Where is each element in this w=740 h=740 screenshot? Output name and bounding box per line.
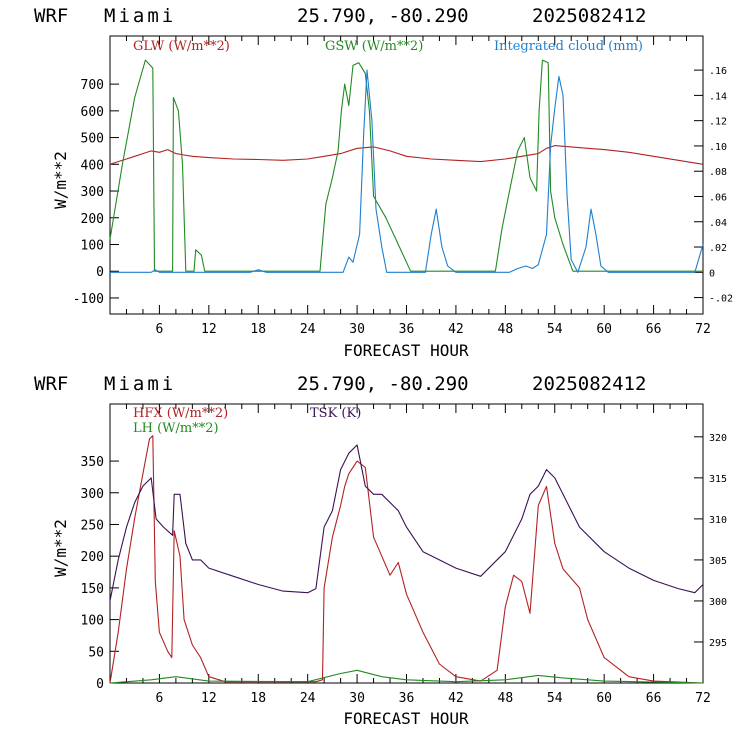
x-tick-label: 36 [399,322,415,337]
legend-glw: GLW (W/m**2) [133,39,230,54]
x-tick-label: 12 [201,322,217,337]
y-tick-label: 100 [81,614,104,629]
y-tick-label: 700 [81,78,104,93]
x-tick-label: 48 [498,322,514,337]
y2-tick-label: .16 [709,66,727,77]
y-tick-label: 600 [81,105,104,120]
y2-tick-label: 295 [709,638,727,649]
header-location: Miami [104,5,176,27]
panel-2-xlabel: FORECAST HOUR [343,709,469,728]
legend-gsw: GSW (W/m**2) [325,39,423,54]
hfx-line [109,435,704,684]
y2-tick-label: .06 [709,192,727,203]
panel-1-xlabel: FORECAST HOUR [343,341,469,360]
y2-tick-label: .08 [709,167,727,178]
y-tick-label: 150 [81,582,104,597]
header-coords: 25.790, -80.290 [297,373,469,395]
header-model: WRF [34,5,68,27]
panel-2-axes: 6 12 18 24 30 36 42 48 54 60 66 72 0 50 100 150 200 250 30… [81,404,727,706]
legend-lh: LH (W/m**2) [133,421,219,436]
x-tick-label: 72 [695,322,711,337]
y-tick-label: 200 [81,550,104,565]
lh-line [109,669,704,684]
x-tick-label: 30 [349,322,365,337]
y-tick-label: 0 [96,677,104,692]
y-tick-label: 400 [81,158,104,173]
y2-tick-label: .12 [709,117,727,128]
y-tick-label: 300 [81,487,104,502]
gsw-line [109,59,703,272]
x-tick-label: 24 [300,691,316,706]
y2-tick-label: 320 [709,433,727,444]
y2-tick-label: .02 [709,243,727,254]
x-tick-label: 36 [399,691,415,706]
y2-tick-label: 300 [709,597,727,608]
x-tick-label: 66 [646,322,662,337]
x-tick-label: 48 [498,691,514,706]
y2-tick-label: 310 [709,515,727,526]
y-tick-label: 200 [81,212,104,227]
x-tick-label: 42 [448,322,464,337]
header-coords: 25.790, -80.290 [297,5,469,27]
panel-1-series [109,59,704,273]
header-run: 2025082412 [532,373,646,395]
panel-2-ylabel: W/m**2 [51,519,70,577]
y-tick-label: 100 [81,239,104,254]
panel-2-frame [109,403,704,684]
y-tick-label: 350 [81,455,104,470]
y2-tick-label: 305 [709,556,727,567]
x-tick-label: 54 [547,691,563,706]
x-tick-label: 54 [547,322,563,337]
x-tick-label: 6 [156,691,164,706]
panel-2-plot: 6 12 18 24 30 36 42 48 54 60 66 72 0 50 100 150 200 250 30… [51,403,727,728]
x-tick-label: 42 [448,691,464,706]
panel-1-plot: 6 12 18 24 30 36 42 48 54 60 66 72 -100 0 100 200 300 400… [51,35,733,360]
x-tick-label: 60 [596,691,612,706]
panel-1-axes: 6 12 18 24 30 36 42 48 54 60 66 72 -100 0 100 200 300 400… [73,36,733,337]
y2-tick-label: .14 [709,91,727,102]
x-tick-label: 12 [201,691,217,706]
legend-cloud: Integrated cloud (mm) [494,39,643,54]
panel-1-header: WRF Miami 25.790, -80.290 2025082412 [34,5,646,27]
panel-2-series [109,435,704,684]
legend-tsk: TSK (K) [310,406,361,421]
glw-line [109,145,704,165]
header-location: Miami [104,373,176,395]
y-tick-label: 250 [81,518,104,533]
y-tick-label: -100 [73,292,104,307]
x-tick-label: 18 [250,322,266,337]
y2-tick-label: 0 [709,268,715,279]
y-tick-label: 50 [88,645,104,660]
cloud-line [110,69,704,273]
y2-tick-label: .04 [709,218,727,229]
x-tick-label: 72 [695,691,711,706]
x-tick-label: 66 [646,691,662,706]
x-tick-label: 6 [156,322,164,337]
y2-tick-label: 315 [709,474,727,485]
header-run: 2025082412 [532,5,646,27]
header-model: WRF [34,373,68,395]
tsk-line [109,444,704,602]
y-tick-label: 300 [81,185,104,200]
y-tick-label: 0 [96,265,104,280]
x-tick-label: 30 [349,691,365,706]
legend-hfx: HFX (W/m**2) [133,406,228,421]
x-tick-label: 18 [250,691,266,706]
x-tick-label: 24 [300,322,316,337]
panel-2-header: WRF Miami 25.790, -80.290 2025082412 [34,373,646,395]
y2-tick-label: .10 [709,142,727,153]
y-tick-label: 500 [81,132,104,147]
y2-tick-label: -.02 [709,294,733,305]
panel-1-ylabel: W/m**2 [51,151,70,209]
x-tick-label: 60 [596,322,612,337]
